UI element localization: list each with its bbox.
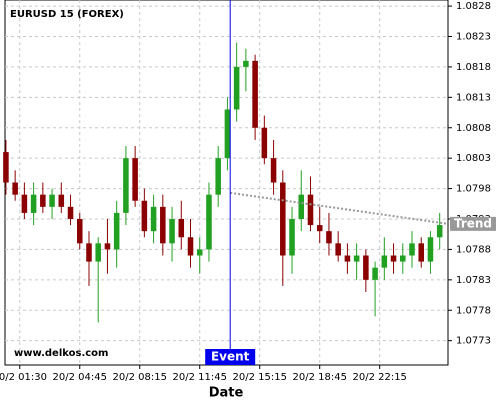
candle-body (418, 243, 425, 262)
chart-title: EURUSD 15 (FOREX) (10, 9, 124, 20)
candle-body (335, 243, 341, 256)
candle-body (344, 255, 351, 262)
candle-body (316, 225, 323, 232)
x-tick-label: 20/2 18:45 (292, 372, 346, 383)
x-tick-label: 20/2 04:45 (53, 372, 107, 383)
candle-body (400, 255, 406, 262)
candle-body (169, 219, 175, 244)
candle-body (289, 219, 295, 256)
trend-line (230, 191, 449, 225)
y-tick-label: 1.0798 (456, 184, 491, 195)
candle-body (243, 60, 249, 67)
candle-body (95, 243, 101, 262)
candle-body (196, 249, 203, 256)
candle-body (12, 182, 18, 195)
candle-body (298, 194, 305, 219)
candle-body (307, 194, 314, 226)
x-axis-label: Date (209, 386, 244, 400)
x-tick-label: 20/2 22:15 (352, 372, 406, 383)
candle-body (381, 255, 388, 268)
candle-body (372, 267, 378, 280)
y-tick-label: 1.0818 (456, 62, 491, 73)
candle-body (363, 255, 369, 280)
candle-body (67, 206, 74, 219)
candle-body (206, 194, 212, 250)
candle-body (123, 158, 129, 213)
candle-body (353, 255, 360, 262)
candle-body (40, 194, 46, 207)
y-tick-label: 1.0788 (456, 244, 491, 255)
candle-body (49, 194, 55, 207)
candle-body (132, 158, 138, 201)
candle-body (104, 243, 111, 250)
candle-body (86, 243, 92, 262)
x-tick-label: 20/2 01:30 (0, 372, 47, 383)
candle-body (187, 237, 194, 256)
y-tick-label: 1.0803 (456, 153, 491, 164)
candle-body (141, 200, 148, 232)
candle-body (224, 109, 231, 159)
candle-body (390, 255, 397, 262)
x-tick-label: 20/2 11:45 (173, 372, 227, 383)
y-tick-label: 1.0828 (456, 1, 491, 12)
y-tick-label: 1.0783 (456, 275, 491, 286)
candle-body (21, 194, 28, 213)
candle-body (436, 225, 443, 238)
candle-body (409, 243, 415, 256)
y-tick-label: 1.0813 (456, 92, 491, 103)
candle-body (113, 212, 120, 250)
event-label-box (205, 349, 256, 365)
candle-body (270, 158, 277, 183)
watermark: www.delkos.com (14, 348, 108, 359)
candle-body (326, 231, 332, 244)
y-tick-label: 1.0778 (456, 305, 491, 316)
candle-body (215, 158, 221, 195)
candle-body (427, 237, 434, 262)
candle-body (150, 206, 157, 232)
candle-body (280, 182, 286, 256)
candle-body (3, 152, 9, 183)
event-label: Event (211, 350, 250, 364)
candle-body (58, 194, 65, 207)
y-tick-label: 1.0773 (456, 336, 491, 347)
candle-body (160, 206, 166, 244)
x-tick-label: 20/2 08:15 (113, 372, 167, 383)
y-tick-label: 1.0808 (456, 123, 491, 134)
candle-body (233, 66, 240, 110)
plot-area (4, 0, 449, 366)
candle-body (261, 127, 268, 159)
x-tick-label: 20/2 15:15 (232, 372, 286, 383)
trend-label: Trend (454, 216, 492, 230)
y-tick-label: 1.0823 (456, 32, 491, 43)
candle-body (252, 60, 258, 128)
candle-body (30, 194, 37, 213)
trend-label-box (450, 216, 496, 231)
candle-body (76, 219, 83, 244)
candle-body (178, 219, 185, 238)
